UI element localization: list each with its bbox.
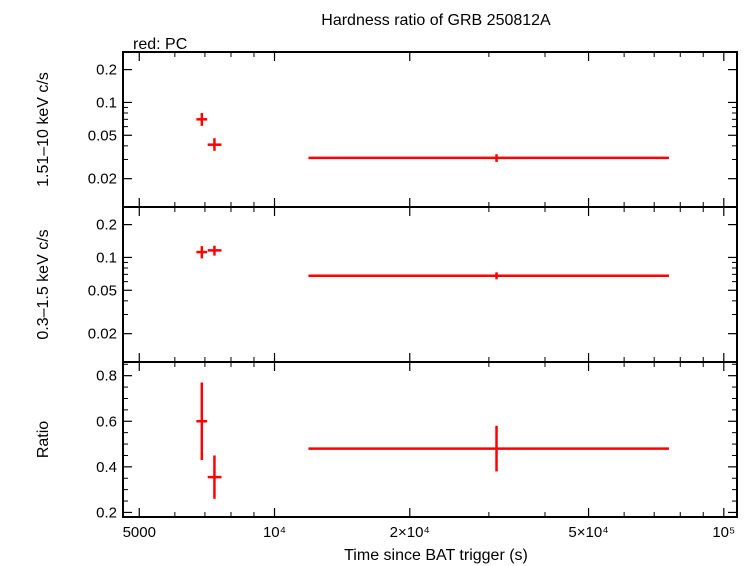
panel-frame [122, 206, 738, 363]
panel-frame [122, 361, 738, 518]
chart-title: Hardness ratio of GRB 250812A [321, 12, 551, 29]
y-tick-label: 0.05 [88, 282, 117, 299]
y-tick-label: 0.4 [96, 459, 117, 476]
data-point [196, 113, 208, 126]
panel-2: 0.02 0.05 0.1 0.2 0.3–1.5 keV c/s [35, 206, 738, 363]
y-tick-label: 0.8 [96, 368, 117, 385]
y-tick-label: 0.1 [96, 94, 117, 111]
data-point [207, 245, 222, 256]
data-point [308, 425, 669, 472]
x-axis-label: Time since BAT trigger (s) [344, 547, 528, 564]
panels-group: 0.02 0.05 0.1 0.2 1.51–10 keV c/s 0.02 0.05 0.1… [35, 51, 738, 541]
y-axis-label: 0.3–1.5 keV c/s [35, 229, 52, 339]
y-tick-label: 0.2 [96, 504, 117, 521]
panel-3: 0.2 0.4 0.6 0.8 Ratio [35, 361, 738, 521]
x-tick-label: 10⁵ [712, 524, 735, 541]
x-tick-label: 5×10⁴ [568, 524, 608, 541]
y-tick-label: 0.02 [88, 171, 117, 188]
y-tick-label: 0.2 [96, 217, 117, 234]
x-tick-label: 5000 [123, 524, 156, 541]
data-point [196, 382, 208, 461]
panel-frame [122, 51, 738, 208]
data-point [207, 138, 222, 151]
y-tick-label: 0.6 [96, 413, 117, 430]
y-axis-label: Ratio [35, 421, 52, 458]
y-axis-label: 1.51–10 keV c/s [35, 72, 52, 187]
y-tick-label: 0.2 [96, 62, 117, 79]
y-tick-label: 0.02 [88, 326, 117, 343]
data-point [308, 272, 669, 280]
data-point [207, 455, 222, 499]
legend-note: red: PC [133, 36, 187, 53]
data-point [196, 246, 208, 259]
x-tick-label: 2×10⁴ [390, 524, 430, 541]
data-point [308, 154, 669, 162]
panel-1: 0.02 0.05 0.1 0.2 1.51–10 keV c/s [35, 51, 738, 208]
y-tick-label: 0.1 [96, 249, 117, 266]
x-tick-label: 10⁴ [263, 524, 286, 541]
y-tick-label: 0.05 [88, 127, 117, 144]
